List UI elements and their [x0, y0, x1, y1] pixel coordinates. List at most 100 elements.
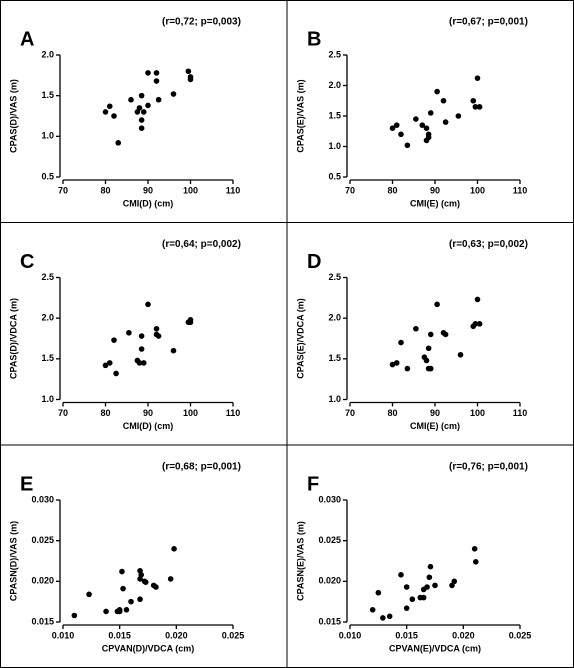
point: [393, 360, 400, 366]
x-axis-label: CPVAN(E)/VDCA (cm): [389, 643, 481, 653]
point: [111, 337, 117, 343]
point: [427, 331, 434, 338]
point: [389, 361, 396, 368]
y-tick-label: 2.5: [328, 272, 341, 282]
point: [476, 104, 483, 110]
y-tick-label: 1.5: [328, 353, 341, 363]
point: [136, 105, 143, 111]
x-tick-label: 100: [470, 185, 485, 195]
point: [427, 110, 434, 116]
point: [145, 301, 151, 308]
x-tick-label: 80: [100, 408, 110, 418]
point: [126, 330, 132, 336]
y-axis-label: CPASN(D)/VAS (m): [8, 521, 18, 601]
point: [427, 365, 434, 372]
x-tick-label: 0.020: [165, 630, 188, 640]
x-tick-label: 100: [470, 408, 485, 418]
point: [427, 563, 434, 570]
x-tick-label: 0.010: [52, 630, 75, 640]
x-axis-label: CPVAN(D)/VDCA (cm): [102, 643, 195, 653]
point: [171, 546, 177, 552]
y-axis-label: CPASN(E)/VAS (m): [295, 521, 305, 601]
x-tick-label: 90: [430, 185, 440, 195]
y-tick-label: 2.0: [41, 49, 54, 59]
point: [470, 97, 477, 104]
point: [170, 347, 177, 354]
point: [386, 613, 393, 620]
point: [138, 125, 145, 131]
point: [403, 584, 410, 590]
x-tick-label: 80: [100, 185, 110, 195]
point: [142, 579, 149, 585]
point: [155, 333, 162, 339]
point: [153, 325, 160, 332]
point: [409, 596, 416, 603]
point: [472, 104, 479, 110]
y-tick-label: 0.015: [31, 616, 54, 626]
point: [419, 122, 426, 128]
y-tick-label: 2.0: [328, 80, 341, 90]
y-tick-label: 0.030: [31, 494, 54, 504]
panel-letter: E: [20, 473, 33, 495]
x-tick-label: 90: [430, 408, 440, 418]
point: [102, 362, 109, 369]
x-tick-label: 70: [345, 185, 355, 195]
point: [375, 589, 382, 596]
point: [113, 370, 119, 377]
y-tick-label: 0.020: [318, 576, 341, 586]
y-tick-label: 1.0: [328, 141, 341, 151]
point: [457, 351, 464, 358]
point: [111, 113, 117, 119]
annotation: (r=0,64; p=0,002): [162, 239, 241, 250]
y-tick-label: 0.030: [318, 494, 341, 504]
y-tick-label: 1.5: [41, 353, 54, 363]
point: [476, 321, 483, 327]
y-tick-label: 0.020: [31, 576, 54, 586]
x-tick-label: 70: [58, 408, 68, 418]
point: [71, 612, 78, 619]
point: [434, 301, 440, 308]
y-axis-label: CPAS(D)/VDCA (m): [8, 298, 18, 379]
x-tick-label: 80: [387, 408, 397, 418]
point: [103, 608, 109, 615]
point: [119, 568, 125, 575]
point: [432, 582, 438, 589]
point: [128, 96, 134, 103]
point: [115, 140, 122, 146]
annotation: (r=0,67; p=0,001): [449, 17, 528, 28]
point: [442, 119, 449, 125]
y-tick-label: 1.5: [41, 90, 54, 100]
y-axis-label: CPAS(E)/VDCA (m): [295, 298, 305, 379]
x-tick-label: 100: [183, 185, 198, 195]
point: [116, 607, 123, 613]
y-tick-label: 0.5: [328, 171, 341, 181]
point: [86, 591, 92, 598]
y-tick-label: 1.0: [41, 394, 54, 404]
point: [136, 360, 143, 366]
point: [153, 78, 160, 84]
y-tick-label: 2.5: [328, 49, 341, 59]
point: [455, 113, 462, 119]
point: [138, 333, 145, 339]
x-tick-label: 0.020: [452, 630, 475, 640]
point: [140, 109, 147, 115]
point: [404, 142, 411, 149]
point: [472, 321, 479, 327]
point: [398, 131, 404, 138]
panel-letter: A: [20, 28, 34, 50]
point: [153, 584, 159, 590]
point: [426, 574, 433, 581]
x-tick-label: 100: [183, 408, 198, 418]
point: [473, 559, 479, 565]
point: [425, 131, 432, 138]
point: [120, 585, 126, 592]
point: [380, 615, 386, 621]
point: [440, 97, 447, 104]
y-tick-label: 0.025: [31, 535, 54, 545]
x-tick-label: 0.025: [222, 630, 245, 640]
point: [170, 91, 177, 97]
point: [153, 70, 160, 76]
x-tick-label: 90: [143, 185, 153, 195]
y-axis-label: CPAS(E)/VAS (m): [295, 79, 305, 152]
panel-letter: B: [307, 28, 321, 50]
